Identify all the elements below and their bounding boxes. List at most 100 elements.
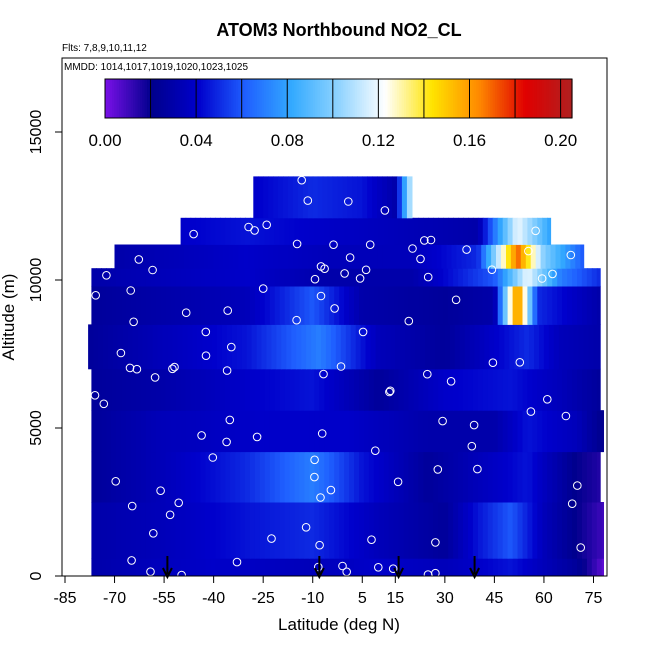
- heatmap-cell: [532, 217, 538, 245]
- heatmap-cell: [200, 217, 206, 245]
- heatmap-cell: [96, 410, 102, 453]
- heatmap-cell: [398, 451, 405, 503]
- heatmap-cell: [175, 285, 182, 325]
- heatmap-cell: [175, 558, 182, 576]
- heatmap-cell: [228, 244, 235, 269]
- heatmap-cell: [355, 324, 362, 370]
- heatmap-cell: [190, 451, 197, 503]
- colorbar-swatch: [539, 79, 543, 118]
- heatmap-cell: [180, 368, 187, 411]
- heatmap-cell: [284, 368, 291, 411]
- heatmap-cell: [165, 268, 172, 287]
- heatmap-cell: [567, 502, 573, 559]
- heatmap-cell: [392, 176, 398, 219]
- heatmap-cell: [304, 285, 311, 325]
- heatmap-cell: [408, 558, 415, 576]
- heatmap-cell: [423, 217, 429, 245]
- heatmap-cell: [388, 502, 395, 559]
- heatmap-cell: [522, 410, 529, 453]
- heatmap-cell: [378, 268, 385, 287]
- heatmap-cell: [127, 324, 134, 370]
- heatmap-cell: [487, 368, 494, 411]
- heatmap-cell: [377, 244, 383, 269]
- colorbar-swatch: [172, 79, 176, 118]
- heatmap-cell: [443, 451, 449, 503]
- heatmap-cell: [552, 285, 558, 325]
- heatmap-cell: [501, 244, 507, 269]
- x-tick-label: 5: [358, 590, 367, 607]
- heatmap-cell: [236, 324, 243, 370]
- heatmap-cell: [581, 502, 588, 559]
- heatmap-cell: [327, 176, 334, 219]
- heatmap-cell: [520, 244, 527, 269]
- heatmap-cell: [368, 502, 375, 559]
- colorbar-swatch: [553, 79, 557, 118]
- sample-point: [330, 304, 339, 313]
- heatmap-cell: [245, 502, 251, 559]
- heatmap-cell: [572, 558, 578, 576]
- heatmap-cell: [294, 451, 301, 503]
- heatmap-cell: [601, 410, 604, 453]
- colorbar-swatch: [105, 79, 108, 118]
- heatmap-cell: [443, 217, 449, 245]
- colorbar-swatch: [483, 79, 487, 118]
- heatmap-cell: [586, 285, 593, 325]
- heatmap-cell: [180, 285, 187, 325]
- heatmap-cell: [507, 558, 514, 576]
- heatmap-cell: [482, 502, 489, 559]
- heatmap-cell: [390, 324, 396, 370]
- colorbar-swatch: [534, 79, 538, 118]
- heatmap-cell: [591, 368, 598, 411]
- heatmap-cell: [522, 558, 529, 576]
- heatmap-cell: [363, 217, 370, 245]
- y-tick-label: 5000: [28, 410, 45, 446]
- heatmap-cell: [512, 558, 519, 576]
- sample-point: [292, 315, 301, 325]
- heatmap-cell: [596, 368, 601, 411]
- sample-points: [90, 175, 586, 576]
- colorbar-swatch: [401, 79, 405, 118]
- heatmap-cell: [215, 502, 221, 559]
- heatmap-cell: [235, 285, 241, 325]
- colorbar-swatch: [210, 79, 214, 118]
- heatmap-cell: [112, 324, 119, 370]
- heatmap-cell: [443, 558, 449, 576]
- heatmap-cell: [160, 410, 167, 453]
- heatmap-cell: [428, 558, 434, 576]
- heatmap-cell: [175, 502, 182, 559]
- colorbar-swatch: [121, 79, 125, 118]
- heatmap-cell: [349, 502, 355, 559]
- heatmap-cell: [254, 368, 261, 411]
- heatmap-cell: [289, 268, 296, 287]
- heatmap-cell: [596, 268, 601, 287]
- x-tick-label: -25: [252, 590, 275, 607]
- colorbar-swatch: [161, 79, 164, 118]
- colorbar-swatch: [256, 79, 260, 118]
- heatmap-cell: [532, 268, 538, 287]
- heatmap-cell: [145, 502, 152, 559]
- heatmap-cell: [378, 368, 385, 411]
- heatmap-cell: [312, 244, 319, 269]
- heatmap-cell: [568, 324, 575, 370]
- heatmap-cell: [329, 451, 335, 503]
- heatmap-cell: [96, 558, 102, 576]
- colorbar-swatch: [168, 79, 171, 118]
- heatmap-cell: [175, 451, 182, 503]
- heatmap-cell: [288, 176, 294, 219]
- y-tick-label: 10000: [28, 258, 45, 303]
- heatmap-cell: [215, 217, 221, 245]
- heatmap-cell: [596, 451, 601, 503]
- heatmap-cell: [274, 217, 281, 245]
- heatmap-cell: [141, 268, 147, 287]
- heatmap-cell: [586, 451, 593, 503]
- heatmap-cell: [517, 285, 524, 325]
- sample-point: [150, 373, 160, 382]
- heatmap-cell: [150, 410, 157, 453]
- heatmap-cell: [418, 558, 424, 576]
- heatmap-cell: [126, 410, 132, 453]
- colorbar-swatch: [137, 79, 141, 118]
- heatmap-cell: [203, 244, 210, 269]
- heatmap-cell: [193, 244, 200, 269]
- heatmap-cell: [269, 410, 276, 453]
- colorbar-swatch: [389, 79, 393, 118]
